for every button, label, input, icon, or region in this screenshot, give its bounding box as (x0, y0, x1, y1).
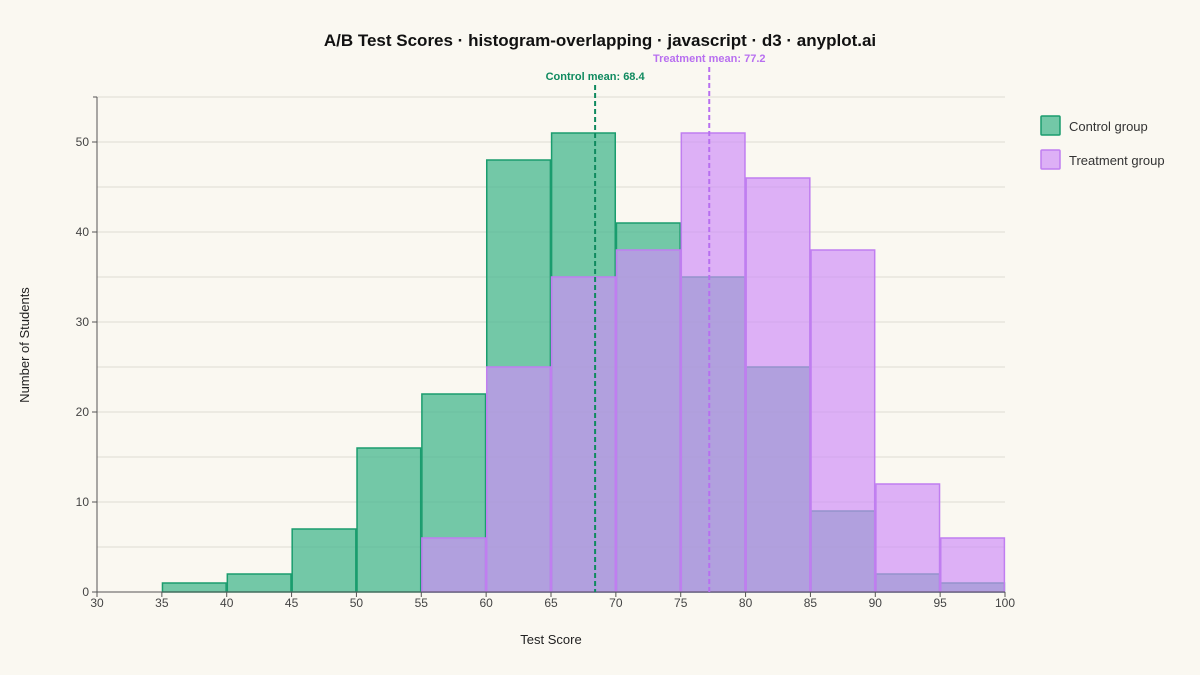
treatment-bar (485, 366, 552, 593)
mean-lines: Control mean: 68.4 Treatment mean: 77.2 (546, 53, 766, 592)
histogram-bars (161, 132, 1006, 593)
treatment-bar (810, 249, 876, 593)
treatment-bar (550, 276, 617, 593)
y-tick-label: 20 (76, 405, 90, 419)
legend-label: Control group (1069, 119, 1148, 134)
x-tick-label: 90 (869, 596, 883, 610)
x-tick-label: 70 (609, 596, 623, 610)
legend-label: Treatment group (1069, 153, 1165, 168)
y-axis-title: Number of Students (17, 287, 32, 403)
y-tick-label: 30 (76, 315, 90, 329)
treatment-bar (875, 483, 941, 593)
chart-title: A/B Test Scores · histogram-overlapping … (324, 31, 876, 50)
treatment-bar (421, 537, 487, 593)
mean-label: Control mean: 68.4 (546, 71, 646, 83)
x-tick-label: 50 (350, 596, 364, 610)
treatment-bar (939, 537, 1006, 593)
x-tick-label: 60 (479, 596, 493, 610)
x-tick-label: 80 (739, 596, 753, 610)
legend-swatch (1040, 115, 1061, 136)
x-tick-label: 45 (285, 596, 299, 610)
y-tick-label: 10 (76, 495, 90, 509)
x-tick-label: 55 (415, 596, 429, 610)
treatment-bar (745, 177, 811, 593)
control-bar (291, 528, 357, 593)
control-bar (161, 582, 227, 593)
x-tick-label: 85 (804, 596, 818, 610)
x-tick-label: 30 (90, 596, 104, 610)
treatment-bar (615, 249, 681, 593)
legend-swatch (1040, 149, 1061, 170)
x-tick-label: 65 (544, 596, 558, 610)
x-tick-label: 75 (674, 596, 688, 610)
x-tick-label: 95 (933, 596, 947, 610)
control-bar (356, 447, 422, 593)
treatment-bar (680, 132, 746, 593)
y-tick-label: 0 (82, 585, 89, 599)
x-tick-label: 40 (220, 596, 234, 610)
legend: Control group Treatment group (1040, 115, 1165, 170)
y-tick-label: 50 (76, 135, 90, 149)
x-tick-label: 35 (155, 596, 169, 610)
x-tick-label: 100 (995, 596, 1015, 610)
axes: 30 35 40 45 50 55 60 65 70 75 80 85 90 95 100 0 10 20 30 40… (76, 96, 1015, 610)
x-axis-title: Test Score (520, 632, 581, 647)
mean-label: Treatment mean: 77.2 (653, 53, 766, 65)
control-bar (226, 573, 292, 593)
y-tick-label: 40 (76, 225, 90, 239)
